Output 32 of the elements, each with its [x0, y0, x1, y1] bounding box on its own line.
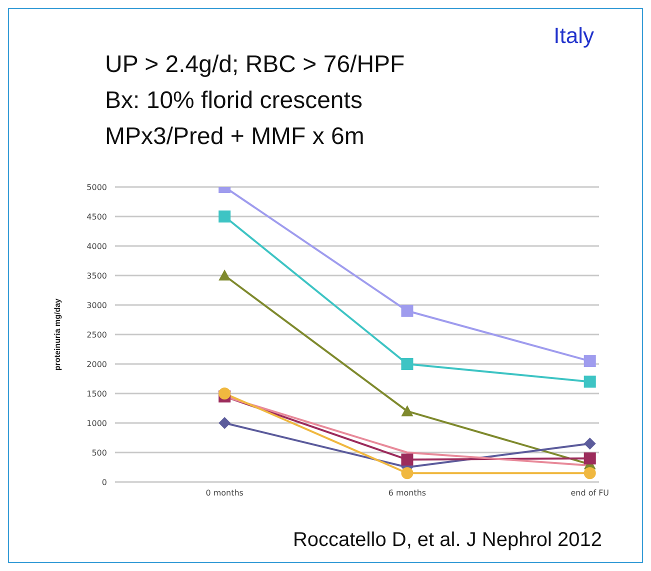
y-tick-label: 1000 — [86, 418, 107, 428]
point — [584, 376, 596, 388]
point — [401, 304, 414, 317]
point — [218, 417, 231, 429]
point — [401, 358, 414, 370]
y-axis-title: proteinuria mg/day — [52, 298, 62, 371]
y-tick-label: 4500 — [86, 212, 107, 222]
y-tick-label: 3500 — [86, 271, 107, 280]
y-tick-label: 2500 — [86, 330, 107, 340]
y-tick-label: 2000 — [86, 360, 107, 369]
point — [401, 454, 414, 466]
point — [218, 210, 231, 222]
point — [401, 405, 414, 416]
y-tick-label: 0 — [102, 478, 107, 487]
chart-title: UP > 2.4g/d; RBC > 76/HPF Bx: 10% florid crescents MPx3/Pred + MMF x 6m — [105, 50, 405, 152]
point — [584, 438, 596, 450]
point — [584, 355, 596, 368]
y-tick-label: 500 — [92, 448, 107, 458]
y-tick-label: 3000 — [86, 300, 107, 310]
y-tick-label: 5000 — [86, 182, 107, 192]
y-tick-label: 4000 — [86, 242, 107, 251]
x-tick-label: 6 months — [388, 488, 426, 498]
x-tick-label: 0 months — [206, 488, 244, 498]
point — [218, 388, 231, 400]
text: Italy — [554, 23, 594, 49]
x-tick-label: end of FU — [570, 488, 610, 498]
point — [584, 467, 596, 480]
point — [584, 452, 596, 464]
point — [401, 467, 414, 480]
point — [218, 270, 231, 280]
y-tick-label: 1500 — [86, 389, 107, 398]
text: Roccatello D, et al. J Nephrol 2012 — [292, 529, 602, 552]
